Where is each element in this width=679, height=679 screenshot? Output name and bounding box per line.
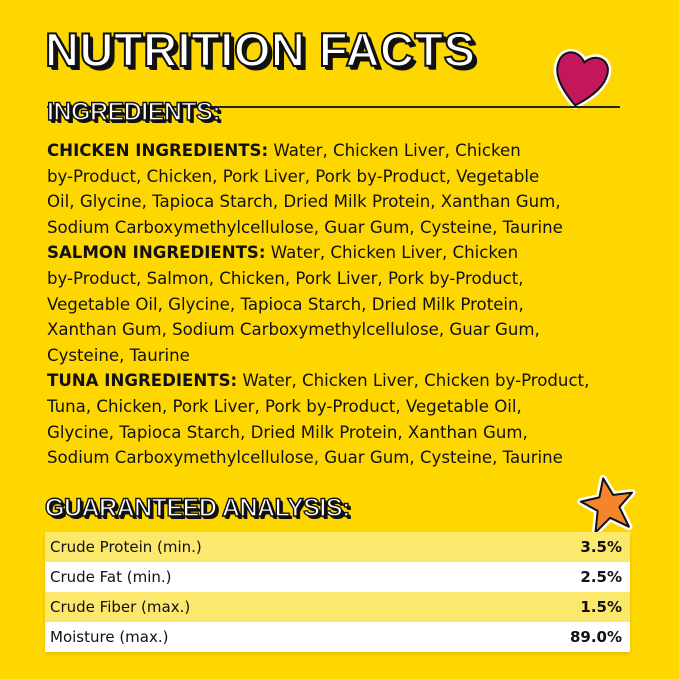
title-divider (47, 106, 620, 108)
ingredients-list: CHICKEN INGREDIENTS: Water, Chicken Live… (47, 138, 589, 471)
ingredient-line: Cysteine, Taurine (47, 343, 589, 369)
ingredient-line: Xanthan Gum, Sodium Carboxymethylcellulo… (47, 317, 589, 343)
ingredient-text: Sodium Carboxymethylcellulose, Guar Gum,… (47, 448, 563, 468)
ingredient-text: Tuna, Chicken, Pork Liver, Pork by-Produ… (47, 396, 522, 416)
nutrient-value: 2.5% (580, 568, 622, 586)
ingredient-line: CHICKEN INGREDIENTS: Water, Chicken Live… (47, 138, 589, 164)
ingredient-line: Glycine, Tapioca Starch, Dried Milk Prot… (47, 420, 589, 446)
nutrient-value: 89.0% (569, 628, 622, 646)
ingredient-group-label: TUNA INGREDIENTS: (47, 371, 238, 391)
table-row: Crude Fat (min.) 2.5% (45, 562, 630, 592)
star-icon (577, 474, 636, 537)
table-row: Crude Protein (min.) 3.5% (45, 532, 630, 562)
ingredient-group-label: CHICKEN INGREDIENTS: (47, 141, 269, 160)
table-row: Crude Fiber (max.) 1.5% (45, 592, 630, 622)
ingredient-line: Sodium Carboxymethylcellulose, Guar Gum,… (47, 215, 589, 241)
ingredient-line: Tuna, Chicken, Pork Liver, Pork by-Produ… (47, 394, 589, 420)
nutrient-name: Crude Fat (min.) (50, 568, 172, 586)
ingredient-text: Xanthan Gum, Sodium Carboxymethylcellulo… (47, 320, 540, 340)
ingredient-text: Oil, Glycine, Tapioca Starch, Dried Milk… (47, 192, 561, 212)
ingredient-line: by-Product, Chicken, Pork Liver, Pork by… (47, 164, 589, 190)
ingredient-text: by-Product, Salmon, Chicken, Pork Liver,… (47, 268, 524, 288)
guaranteed-analysis-table: Crude Protein (min.) 3.5% Crude Fat (min.… (45, 532, 630, 652)
ingredient-line: Vegetable Oil, Glycine, Tapioca Starch, … (47, 292, 589, 318)
nutrient-value: 1.5% (580, 598, 622, 616)
ingredient-text: Vegetable Oil, Glycine, Tapioca Starch, … (47, 294, 524, 314)
ingredient-line: Oil, Glycine, Tapioca Starch, Dried Milk… (47, 189, 589, 215)
ingredient-group-label: SALMON INGREDIENTS: (47, 243, 266, 263)
nutrient-name: Moisture (max.) (50, 628, 169, 646)
analysis-heading: GUARANTEED ANALYSIS: (44, 493, 351, 522)
ingredient-text: by-Product, Chicken, Pork Liver, Pork by… (47, 166, 540, 186)
ingredient-text: Water, Chicken Liver, Chicken (268, 141, 521, 160)
page-title: NUTRITION FACTS (44, 22, 476, 77)
ingredient-text: Water, Chicken Liver, Chicken (265, 243, 519, 263)
table-row: Moisture (max.) 89.0% (45, 622, 630, 652)
nutrient-value: 3.5% (580, 538, 622, 556)
nutrient-name: Crude Fiber (max.) (50, 598, 191, 616)
ingredient-text: Water, Chicken Liver, Chicken by-Product… (237, 371, 590, 391)
ingredients-heading: INGREDIENTS: (46, 97, 221, 126)
heart-icon (553, 48, 612, 109)
ingredient-line: TUNA INGREDIENTS: Water, Chicken Liver, … (47, 368, 589, 394)
ingredient-text: Sodium Carboxymethylcellulose, Guar Gum,… (47, 217, 563, 237)
ingredient-text: Cysteine, Taurine (47, 345, 190, 365)
ingredient-line: Sodium Carboxymethylcellulose, Guar Gum,… (47, 445, 589, 471)
nutrient-name: Crude Protein (min.) (50, 538, 202, 556)
ingredient-text: Glycine, Tapioca Starch, Dried Milk Prot… (47, 422, 528, 442)
ingredient-line: by-Product, Salmon, Chicken, Pork Liver,… (47, 266, 589, 292)
ingredient-line: SALMON INGREDIENTS: Water, Chicken Liver… (47, 240, 589, 266)
